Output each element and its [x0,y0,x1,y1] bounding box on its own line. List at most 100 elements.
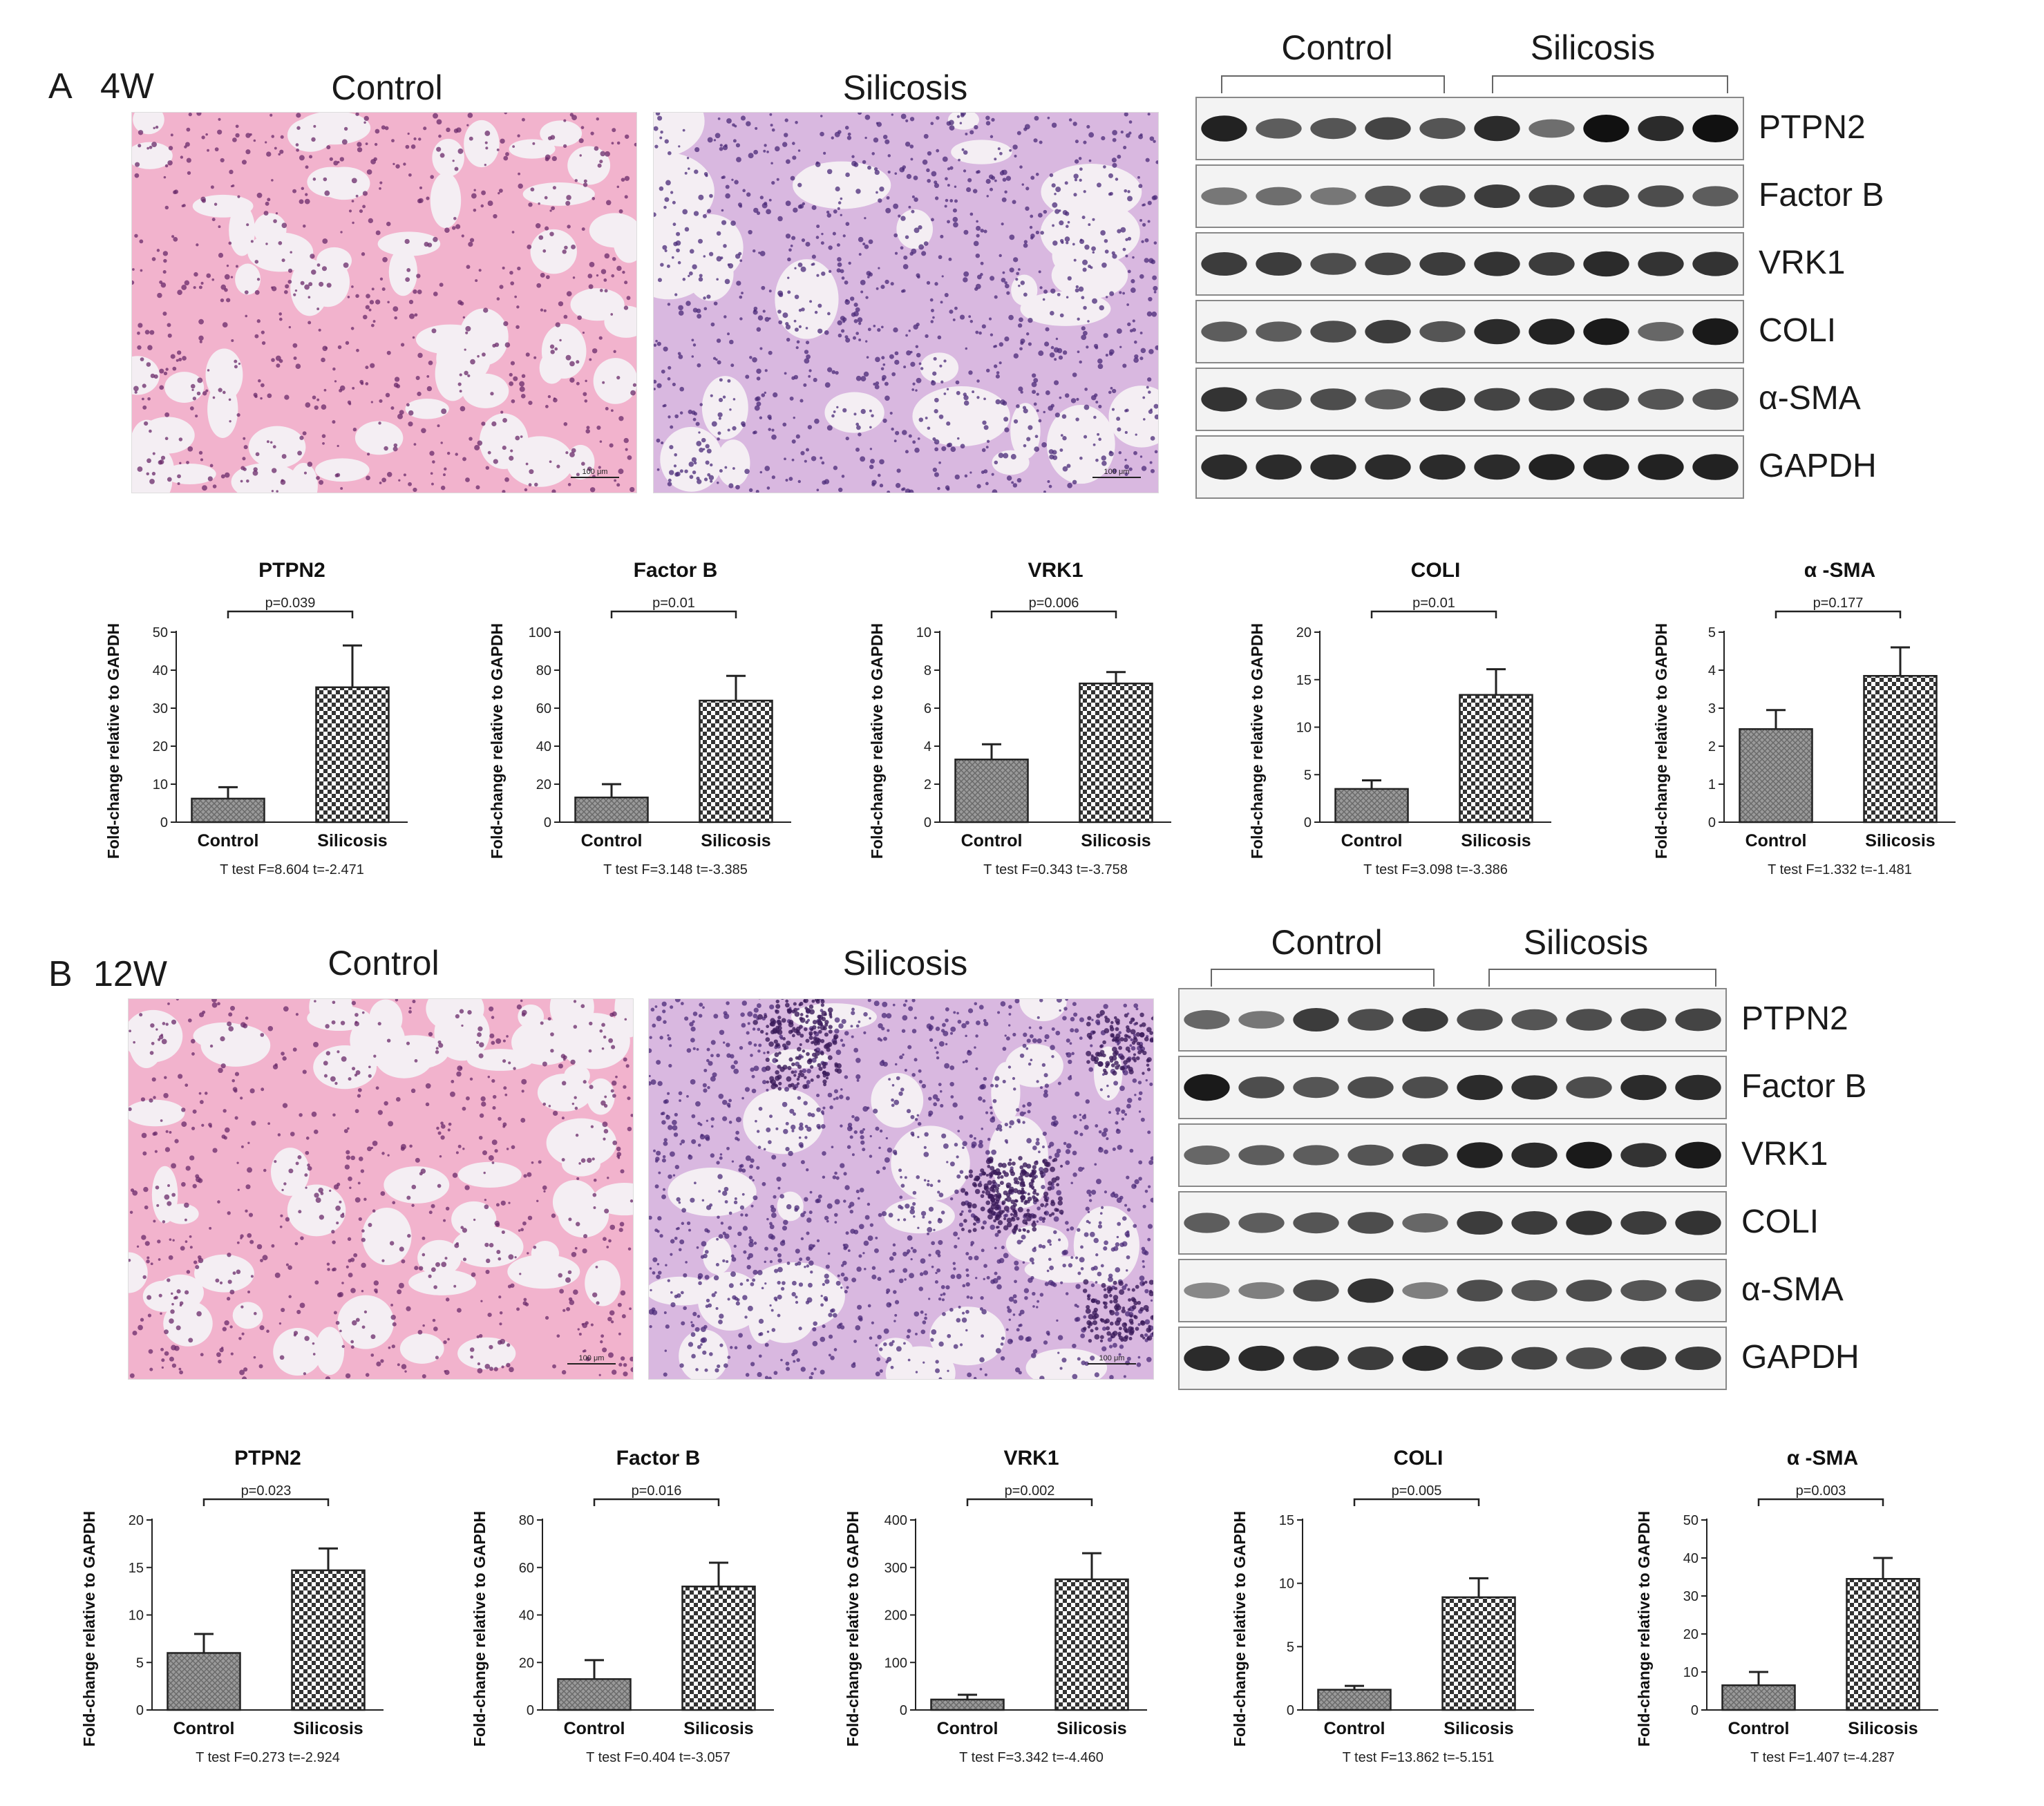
chart-a-4-ytick-label-2: 2 [1708,739,1716,754]
blot-b-band-0-3 [1347,1009,1394,1031]
chart-b-4-pvalue: p=0.003 [1796,1483,1846,1499]
blot-b-band-5-2 [1293,1346,1339,1371]
blot-b-band-2-6 [1511,1142,1558,1168]
blot-b-band-4-4 [1402,1282,1448,1300]
blot-a-band-3-7 [1583,318,1629,345]
chart-a-2-ytick-label-3: 6 [924,701,931,716]
chart-a-4-title: α -SMA [1804,559,1875,582]
blot-group-control-b: Control [1271,923,1383,962]
blot-a-band-0-3 [1365,117,1411,140]
blot-b-row-0 [1178,988,1727,1052]
chart-a-4-bar-1 [1863,675,1938,824]
chart-a-3-bar-0 [1334,788,1409,824]
chart-b-3-sig-bracket [1353,1498,1480,1506]
chart-b-2-title: VRK1 [1003,1447,1059,1470]
blot-b-band-3-7 [1566,1210,1612,1235]
chart-b-2-ytick-label-4: 400 [884,1513,907,1528]
blot-group-silicosis-a: Silicosis [1530,28,1656,67]
chart-b-4-ylabel: Fold-change relative to GAPDH [1635,1511,1653,1747]
blot-a-label-2: VRK1 [1759,245,1846,281]
blot-b-row-2 [1178,1123,1727,1187]
bar-chart-a-ptpn2: PTPN2 Fold-change relative to GAPDH 0 10 20 3… [104,549,428,898]
blot-a-row-1 [1195,164,1744,228]
chart-b-1-ytick-label-4: 80 [519,1513,534,1528]
blot-a-label-3: COLI [1759,312,1837,349]
panel-week-a: 4W [100,66,154,106]
chart-a-2-category-1: Silicosis [1081,831,1151,850]
chart-a-3-stats: T test F=3.098 t=-3.386 [1363,862,1508,877]
blot-a-band-3-4 [1419,321,1466,343]
blot-b-band-1-7 [1566,1076,1612,1099]
chart-a-1-ylabel: Fold-change relative to GAPDH [488,623,506,859]
blot-a-bands-3 [1201,318,1739,345]
chart-b-3-svg: COLI Fold-change relative to GAPDH 0 5 10 15 C… [1231,1447,1534,1765]
blot-b-band-4-2 [1293,1280,1339,1302]
blot-a-label-0: PTPN2 [1759,109,1866,146]
blot-a-band-4-5 [1474,388,1520,411]
panel-letter-a: A [48,66,73,106]
chart-b-2-bar-1 [1054,1578,1129,1711]
chart-b-1-pvalue: p=0.016 [632,1483,682,1499]
blot-a-band-2-0 [1201,252,1247,276]
chart-a-0-ytick-label-3: 30 [153,701,168,716]
chart-b-4-category-0: Control [1728,1719,1790,1738]
blot-b-band-3-6 [1511,1211,1558,1235]
chart-b-4-sig-bracket [1757,1498,1884,1506]
chart-b-1-svg: Factor B Fold-change relative to GAPDH 0 20… [471,1447,774,1765]
chart-b-0-ytick-label-2: 10 [129,1608,144,1624]
chart-b-3-ytick-label-2: 10 [1279,1577,1294,1592]
chart-b-2-category-0: Control [937,1719,999,1738]
blot-b-band-1-3 [1347,1076,1394,1099]
blot-a-band-0-8 [1638,115,1684,142]
chart-a-3-pvalue: p=0.01 [1412,596,1455,611]
chart-a-0-ytick-label-5: 50 [153,625,168,640]
chart-a-3-ytick-label-3: 15 [1296,673,1312,688]
blot-a-band-0-7 [1583,115,1629,142]
blot-a-band-2-3 [1365,252,1411,276]
blot-a-band-5-2 [1310,454,1356,480]
blot-b-band-2-1 [1238,1145,1285,1166]
blot-a-bands-4 [1201,387,1739,412]
blot-a-bands-1 [1201,184,1739,208]
chart-b-4-ytick-label-1: 10 [1683,1665,1698,1680]
chart-b-0-category-1: Silicosis [293,1719,363,1738]
blot-b-band-3-3 [1347,1212,1394,1234]
blot-a-band-3-5 [1474,319,1520,345]
blot-b-band-1-6 [1511,1075,1558,1100]
chart-a-4-category-1: Silicosis [1865,831,1935,850]
blot-a-band-4-2 [1310,388,1356,410]
chart-b-0-ylabel: Fold-change relative to GAPDH [80,1511,98,1747]
chart-a-1-title: Factor B [634,559,718,582]
blot-a-bands-0 [1201,115,1739,142]
blot-b-band-1-9 [1675,1074,1721,1101]
blot-a-band-4-3 [1365,389,1411,410]
chart-a-2-pvalue: p=0.006 [1029,596,1079,611]
chart-a-2-stats: T test F=0.343 t=-3.758 [983,862,1128,877]
blot-b-label-4: α-SMA [1741,1271,1844,1308]
chart-a-3-svg: COLI Fold-change relative to GAPDH 0 5 10 15 2… [1248,559,1551,877]
blot-a-band-1-8 [1638,185,1684,207]
blot-a-band-2-6 [1529,252,1575,276]
chart-b-1-bar-0 [557,1678,632,1711]
blot-b-band-4-7 [1566,1280,1612,1302]
blot-a-bands-2 [1201,251,1739,277]
chart-b-1-stats: T test F=0.404 t=-3.057 [586,1750,730,1765]
blot-b-band-3-5 [1457,1211,1503,1235]
blot-a-band-0-5 [1474,115,1520,142]
chart-b-2-pvalue: p=0.002 [1005,1483,1055,1499]
chart-a-3-bar-1 [1459,694,1533,824]
blot-a-band-0-1 [1256,118,1302,139]
western-blot-a: PTPN2 Factor B VRK1 COLI α-SMA GAPDH [1195,93,2044,501]
chart-a-0-sig-bracket [227,610,354,618]
blot-b-band-5-4 [1402,1345,1448,1371]
chart-a-1-sig-bracket [610,610,737,618]
bar-chart-b-vrk1: VRK1 Fold-change relative to GAPDH 0 100 200… [843,1437,1168,1786]
blot-a-row-4 [1195,368,1744,431]
chart-b-0-ytick-label-1: 5 [136,1655,144,1671]
chart-a-1-ytick-label-4: 80 [536,663,551,678]
blot-a-band-5-0 [1201,454,1247,480]
blot-b-label-2: VRK1 [1741,1136,1828,1172]
blot-b-band-0-0 [1184,1010,1230,1029]
blot-b-band-3-0 [1184,1213,1230,1233]
chart-a-1-ytick-label-0: 0 [544,815,551,830]
